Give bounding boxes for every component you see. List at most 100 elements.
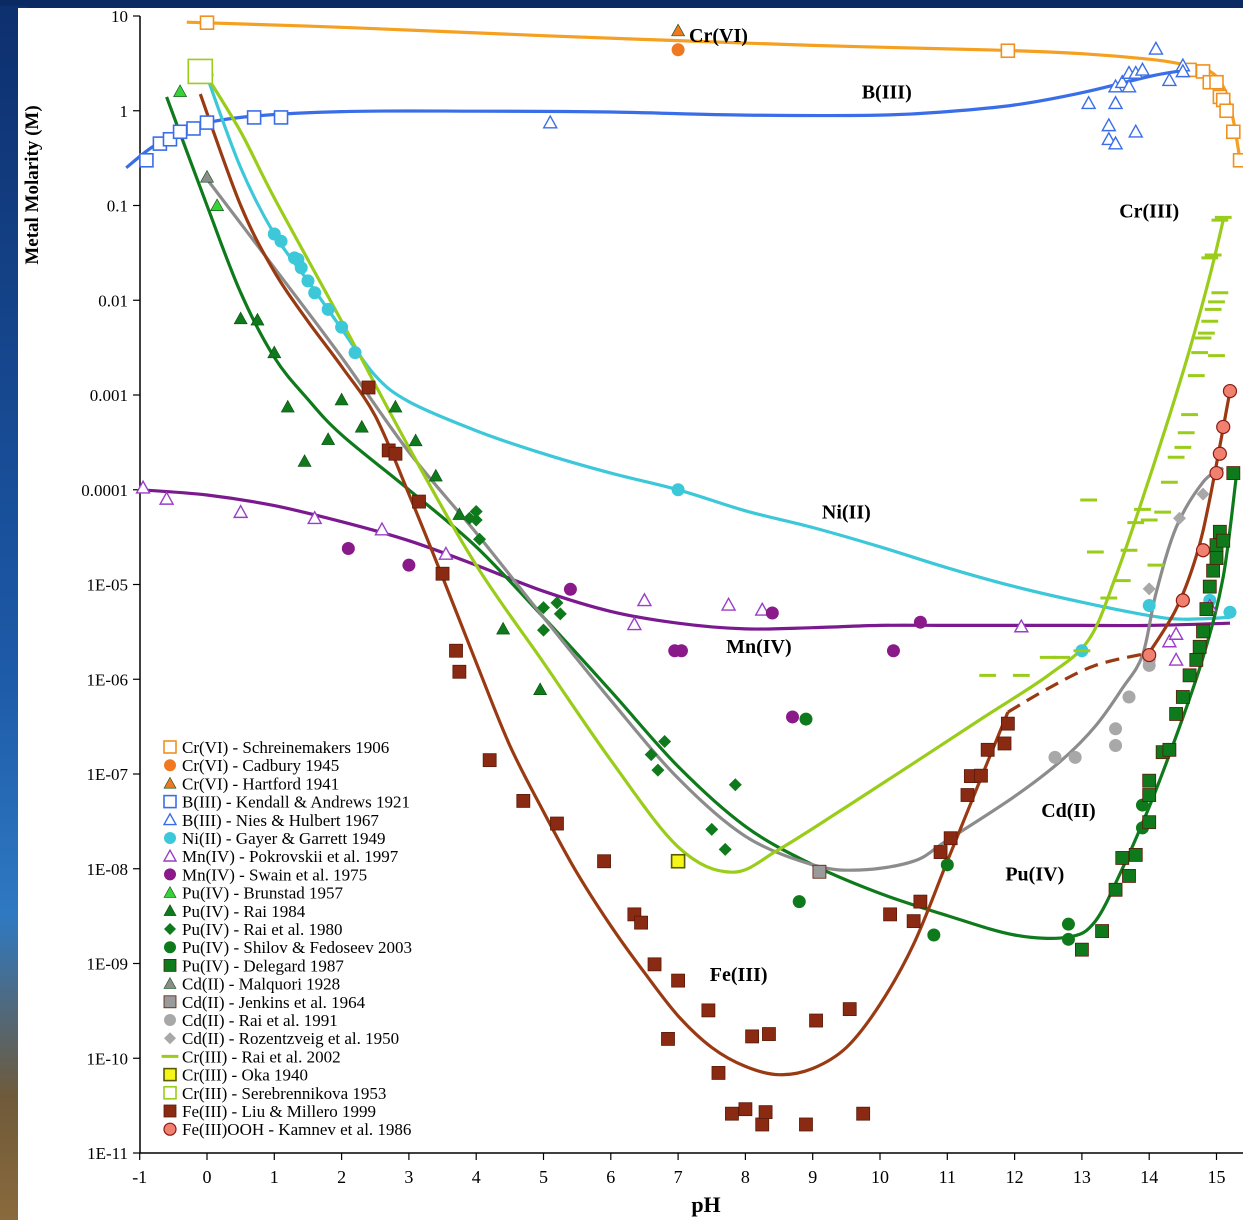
marker-shape bbox=[163, 976, 177, 989]
marker-shape bbox=[1206, 563, 1221, 578]
x-tick-label: -1 bbox=[132, 1167, 147, 1187]
y-tick-label: 1E-09 bbox=[86, 955, 128, 974]
legend-marker bbox=[163, 740, 177, 754]
legend-marker bbox=[163, 995, 177, 1009]
x-tick-label: 9 bbox=[808, 1167, 817, 1187]
fit-curve bbox=[165, 96, 1239, 940]
marker-shape bbox=[1142, 599, 1156, 613]
x-tick-label: 13 bbox=[1073, 1167, 1091, 1187]
legend-marker bbox=[163, 885, 177, 898]
legend-label: Cd(II) - Jenkins et al. 1964 bbox=[182, 993, 366, 1012]
data-point bbox=[173, 84, 188, 97]
marker-shape bbox=[412, 494, 426, 509]
marker-shape bbox=[402, 558, 416, 572]
marker-shape bbox=[164, 941, 176, 954]
legend-marker bbox=[162, 848, 178, 862]
x-tick-label: 4 bbox=[472, 1167, 481, 1187]
marker-shape bbox=[135, 479, 151, 494]
data-point bbox=[438, 546, 454, 560]
legend-item: Pu(IV) - Brunstad 1957 bbox=[163, 884, 344, 903]
data-point bbox=[542, 114, 558, 129]
data-point bbox=[940, 858, 954, 872]
curve-label: Cd(II) bbox=[1041, 800, 1095, 822]
marker-shape bbox=[636, 592, 653, 607]
marker-shape bbox=[163, 885, 177, 898]
marker-shape bbox=[1222, 383, 1238, 399]
data-point bbox=[765, 606, 779, 620]
data-point bbox=[1121, 78, 1137, 93]
marker-shape bbox=[1101, 117, 1117, 132]
data-point bbox=[199, 15, 215, 30]
legend-label: Pu(IV) - Rai et al. 1980 bbox=[182, 920, 343, 939]
data-point bbox=[186, 121, 201, 136]
marker-shape bbox=[974, 768, 988, 783]
marker-shape bbox=[792, 895, 806, 909]
marker-shape bbox=[647, 957, 662, 972]
marker-shape bbox=[671, 483, 685, 497]
data-point bbox=[553, 607, 567, 621]
data-point bbox=[856, 1106, 871, 1121]
marker-shape bbox=[321, 432, 336, 445]
marker-shape bbox=[162, 812, 178, 826]
curve-label: Cr(III) bbox=[1119, 200, 1179, 222]
data-point bbox=[1226, 466, 1241, 480]
legend-label: Cr(III) - Serebrennikova 1953 bbox=[182, 1084, 386, 1103]
data-point bbox=[321, 432, 336, 445]
marker-shape bbox=[1080, 95, 1097, 110]
data-point bbox=[199, 115, 215, 130]
marker-shape bbox=[1202, 579, 1217, 594]
marker-shape bbox=[428, 468, 443, 482]
marker-shape bbox=[1000, 716, 1015, 731]
marker-shape bbox=[163, 1122, 177, 1136]
y-tick-label: 1E-06 bbox=[86, 670, 128, 689]
y-tick-label: 1 bbox=[120, 102, 129, 121]
marker-shape bbox=[940, 858, 954, 872]
data-point bbox=[516, 794, 531, 808]
data-point bbox=[671, 973, 685, 988]
marker-shape bbox=[671, 973, 685, 988]
data-point bbox=[927, 928, 941, 942]
data-point bbox=[738, 1102, 753, 1117]
data-point bbox=[974, 768, 988, 783]
data-point bbox=[469, 513, 483, 527]
data-point bbox=[1222, 383, 1238, 399]
marker-shape bbox=[164, 1014, 176, 1026]
marker-shape bbox=[449, 643, 463, 658]
marker-shape bbox=[754, 601, 770, 616]
data-point bbox=[402, 558, 416, 572]
data-point bbox=[647, 957, 662, 972]
y-tick-label: 1E-07 bbox=[86, 765, 128, 784]
marker-shape bbox=[1162, 742, 1177, 757]
marker-shape bbox=[452, 507, 467, 520]
marker-shape bbox=[139, 152, 154, 168]
legend-marker bbox=[164, 923, 176, 935]
marker-shape bbox=[1061, 917, 1075, 931]
legend-label: Fe(III)OOH - Kamnev et al. 1986 bbox=[182, 1120, 411, 1139]
data-point bbox=[705, 822, 719, 836]
data-point bbox=[1169, 707, 1184, 721]
marker-shape bbox=[1216, 533, 1231, 548]
data-point bbox=[550, 596, 564, 610]
data-point bbox=[1142, 815, 1157, 830]
y-axis-title: Metal Molarity (M) bbox=[22, 105, 43, 264]
legend-marker bbox=[163, 794, 177, 809]
marker-shape bbox=[1175, 63, 1191, 78]
data-point bbox=[1168, 626, 1184, 640]
marker-shape bbox=[297, 454, 312, 467]
data-point bbox=[1107, 95, 1124, 110]
data-point bbox=[755, 1117, 770, 1132]
data-point bbox=[1223, 605, 1237, 619]
data-point bbox=[718, 842, 732, 856]
data-point bbox=[348, 346, 362, 360]
legend-item: Cd(II) - Rai et al. 1991 bbox=[164, 1011, 338, 1030]
legend-label: Cr(VI) - Schreinemakers 1906 bbox=[182, 738, 389, 757]
data-point bbox=[1206, 563, 1221, 578]
marker-shape bbox=[374, 521, 390, 536]
data-point bbox=[354, 419, 369, 433]
data-point bbox=[246, 110, 262, 125]
marker-shape bbox=[1172, 511, 1186, 525]
data-point bbox=[361, 380, 376, 395]
legend-item: Cr(III) - Serebrennikova 1953 bbox=[163, 1084, 386, 1103]
data-point bbox=[1142, 647, 1157, 663]
data-point bbox=[906, 914, 921, 929]
